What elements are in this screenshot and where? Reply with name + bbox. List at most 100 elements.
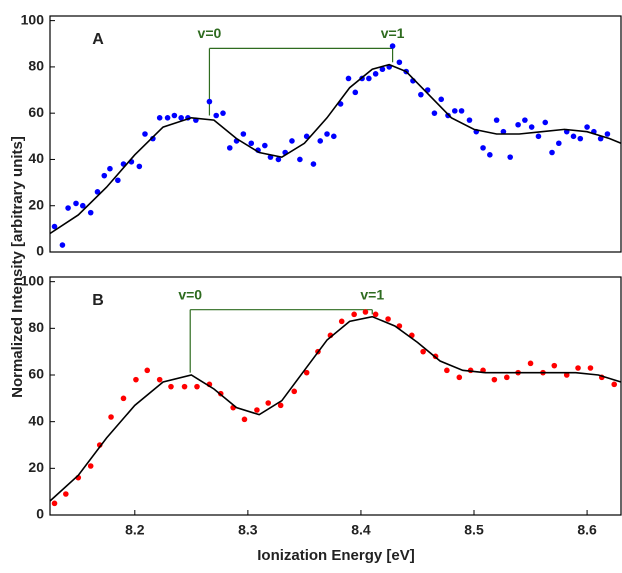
data-point <box>142 131 148 137</box>
data-point <box>577 135 584 142</box>
data-point <box>291 388 298 395</box>
annotation: v=0 <box>178 286 202 302</box>
data-point <box>164 115 171 121</box>
plot-frame <box>49 276 622 516</box>
data-point <box>527 360 534 367</box>
y-tick-label: 60 <box>28 366 44 382</box>
data-point <box>458 108 465 114</box>
data-point <box>587 365 594 371</box>
data-point <box>389 43 396 49</box>
data-point <box>194 383 200 390</box>
y-tick-label: 100 <box>21 272 45 288</box>
data-point <box>241 416 248 423</box>
data-point <box>297 156 303 163</box>
data-point <box>556 140 562 147</box>
x-tick-label: 8.3 <box>238 522 258 538</box>
data-point <box>136 163 143 170</box>
data-point <box>372 311 379 318</box>
data-point <box>317 138 324 144</box>
data-point <box>549 149 555 156</box>
data-point <box>262 142 268 149</box>
y-tick-label: 100 <box>21 11 45 27</box>
data-point <box>240 131 247 137</box>
y-tick-label: 60 <box>28 104 44 120</box>
data-point <box>338 318 345 325</box>
data-point <box>431 110 438 116</box>
data-point <box>133 376 139 383</box>
data-point <box>213 112 220 119</box>
data-point <box>597 135 604 142</box>
y-tick-label: 40 <box>28 412 44 428</box>
y-tick-label: 0 <box>36 243 44 259</box>
data-point <box>420 348 426 355</box>
data-point <box>604 131 611 137</box>
data-point <box>107 165 113 172</box>
data-point <box>156 376 163 383</box>
plot-frame <box>49 15 622 253</box>
data-point <box>324 131 330 137</box>
y-tick-label: 20 <box>28 196 44 212</box>
data-point <box>206 98 213 105</box>
annotation: v=0 <box>198 25 222 41</box>
data-point <box>289 138 295 144</box>
data-point <box>310 161 317 167</box>
data-point <box>156 115 163 121</box>
data-point <box>396 59 403 66</box>
data-point <box>487 152 493 158</box>
data-point <box>504 374 510 381</box>
data-point <box>444 367 450 374</box>
data-point <box>611 381 618 388</box>
data-point <box>150 135 156 142</box>
data-point <box>345 75 352 82</box>
data-point <box>254 407 260 413</box>
data-point <box>79 202 86 209</box>
data-point <box>500 128 507 135</box>
data-point <box>168 383 174 390</box>
data-point <box>493 117 500 123</box>
data-point <box>551 362 558 369</box>
data-point <box>515 121 521 128</box>
data-point <box>178 115 184 121</box>
data-point <box>65 205 71 211</box>
data-point <box>87 463 94 469</box>
data-point <box>456 374 463 381</box>
data-point <box>535 133 542 140</box>
x-axis-label: Ionization Energy [eV] <box>257 547 415 564</box>
data-point <box>418 91 424 98</box>
data-point <box>101 172 108 179</box>
y-tick-label: 20 <box>28 459 44 475</box>
panel-label: B <box>92 292 104 309</box>
data-point <box>491 376 498 383</box>
fit-line <box>49 63 622 235</box>
data-point <box>120 395 127 402</box>
data-point <box>303 133 310 140</box>
data-point <box>87 209 94 216</box>
data-point <box>522 117 528 123</box>
data-point <box>59 242 66 248</box>
data-point <box>542 119 549 126</box>
data-point <box>563 372 570 378</box>
data-point <box>275 156 282 163</box>
data-point <box>352 89 359 96</box>
y-tick-label: 40 <box>28 150 44 166</box>
data-point <box>331 133 337 140</box>
data-point <box>181 383 188 390</box>
x-tick-label: 8.4 <box>351 522 371 538</box>
data-point <box>94 189 101 195</box>
data-point <box>226 145 233 151</box>
data-point <box>248 140 255 147</box>
x-tick-label: 8.5 <box>464 522 484 538</box>
data-point <box>507 154 513 160</box>
data-point <box>570 133 577 140</box>
data-point <box>73 200 79 207</box>
data-point <box>528 124 535 130</box>
data-point <box>51 223 58 230</box>
y-axis-label: Normalized Intensity [arbitrary units] <box>9 136 26 398</box>
data-point <box>366 75 372 82</box>
data-point <box>385 316 391 322</box>
data-point <box>63 491 69 497</box>
data-point <box>51 500 58 507</box>
data-point <box>362 309 369 315</box>
